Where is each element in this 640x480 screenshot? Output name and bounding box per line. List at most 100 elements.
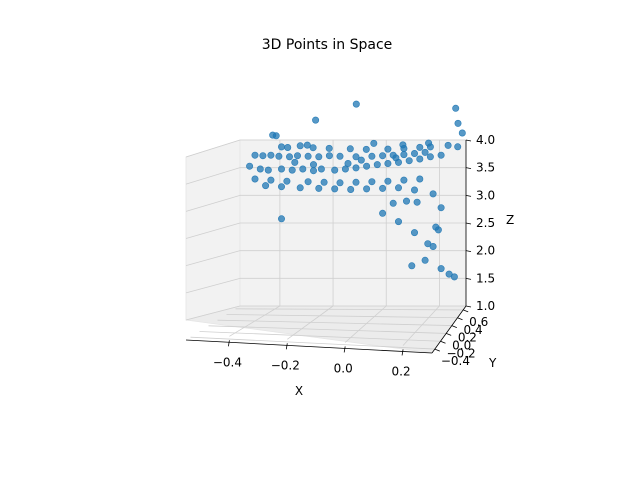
z-gridline-left xyxy=(185,305,241,321)
z-gridline-left xyxy=(185,167,241,185)
scatter-point xyxy=(437,204,445,212)
y-tick xyxy=(434,348,440,352)
scatter-point xyxy=(320,178,328,186)
x-tick xyxy=(228,340,230,347)
scatter-point xyxy=(413,198,421,206)
z-tick-label: 2.5 xyxy=(476,216,495,230)
z-tick-label: 3.0 xyxy=(476,188,495,202)
grid-lines xyxy=(185,139,466,350)
scatter-point xyxy=(416,155,424,163)
x-tick xyxy=(343,346,346,353)
scatter-point xyxy=(264,166,272,174)
scatter-point xyxy=(421,256,429,264)
y-tick-label: 0.2 xyxy=(458,331,477,345)
y-tick-label: 0.6 xyxy=(469,315,488,329)
scatter-point xyxy=(277,165,285,173)
scatter-point xyxy=(400,151,408,159)
scatter-point xyxy=(256,165,264,173)
scatter-point xyxy=(384,177,392,185)
left-pane xyxy=(185,139,241,321)
scatter-point xyxy=(285,153,293,161)
z-tick xyxy=(465,277,472,280)
scatter-point xyxy=(394,184,402,192)
scatter-point xyxy=(363,162,371,170)
scatter-point xyxy=(362,145,370,153)
scatter-point xyxy=(400,176,408,184)
scatter-point xyxy=(309,167,317,175)
scatter-points xyxy=(246,100,466,281)
scatter-point xyxy=(416,143,424,151)
y-tick-label: −0.4 xyxy=(441,354,470,368)
scatter-point xyxy=(325,152,333,160)
scatter-point xyxy=(408,262,416,270)
scatter-point xyxy=(368,152,376,160)
scatter-point xyxy=(246,162,254,170)
y-floor-gridline xyxy=(208,325,447,334)
scatter-point xyxy=(429,190,437,198)
scatter-point xyxy=(336,179,344,187)
scatter-point xyxy=(363,185,371,193)
scatter-point xyxy=(410,150,418,158)
z-tick-label: 1.5 xyxy=(476,271,495,285)
scatter-point xyxy=(291,158,299,166)
scatter-point xyxy=(312,116,320,124)
scatter-point xyxy=(434,226,442,234)
scatter-point xyxy=(251,175,259,183)
scatter-point xyxy=(346,145,354,153)
scatter-point xyxy=(389,199,397,207)
scatter-point xyxy=(450,273,458,281)
scatter-point xyxy=(437,151,445,159)
scatter-point xyxy=(303,141,311,149)
z-tick-label: 2.0 xyxy=(476,244,495,258)
y-floor-gridline xyxy=(235,308,464,311)
y-axis-line xyxy=(431,305,467,354)
scatter-point xyxy=(284,144,292,152)
y-tick xyxy=(451,325,457,328)
scatter-point xyxy=(421,148,429,156)
scatter-point xyxy=(444,141,452,149)
z-tick xyxy=(465,222,472,225)
scatter-point xyxy=(368,178,376,186)
z-gridline-left xyxy=(185,250,241,267)
scatter-point xyxy=(262,182,270,190)
scatter-point xyxy=(384,145,392,153)
scatter-point xyxy=(424,240,432,248)
scatter-point xyxy=(429,243,437,251)
scatter-point xyxy=(296,184,304,192)
scatter-point xyxy=(458,129,466,137)
y-tick xyxy=(446,333,452,336)
scatter-point xyxy=(309,144,317,152)
y-tick xyxy=(440,340,446,344)
scatter-point xyxy=(277,215,285,223)
scatter-point xyxy=(352,178,360,186)
z-tick xyxy=(465,305,472,308)
z-gridline-left xyxy=(185,139,241,158)
scatter-point xyxy=(283,177,291,185)
scatter-point xyxy=(410,186,418,194)
scatter-point xyxy=(452,104,460,112)
y-floor-gridline xyxy=(199,331,441,342)
y-axis-label: Y xyxy=(488,356,497,370)
scatter-point xyxy=(394,218,402,226)
scatter-point xyxy=(347,186,355,194)
scatter-point xyxy=(304,152,312,160)
scatter-point xyxy=(379,152,387,160)
x-tick-label: −0.4 xyxy=(213,355,242,369)
scatter-point xyxy=(259,152,267,160)
scatter-point xyxy=(267,176,275,184)
scatter-point xyxy=(317,165,325,173)
chart-title: 3D Points in Space xyxy=(262,37,393,53)
z-gridline-left xyxy=(185,194,241,212)
scatter-point xyxy=(357,156,365,164)
scatter-point xyxy=(379,209,387,217)
z-gridline-left xyxy=(185,222,241,239)
scatter-point xyxy=(402,197,410,205)
y-tick xyxy=(463,309,469,313)
x-tick xyxy=(285,343,288,350)
x-tick-label: 0.2 xyxy=(392,364,411,378)
scatter-point xyxy=(331,185,339,193)
scatter-point xyxy=(269,131,277,139)
scatter-point xyxy=(293,152,301,160)
z-tick-label: 3.5 xyxy=(476,161,495,175)
y-tick-label: −0.2 xyxy=(447,346,476,360)
